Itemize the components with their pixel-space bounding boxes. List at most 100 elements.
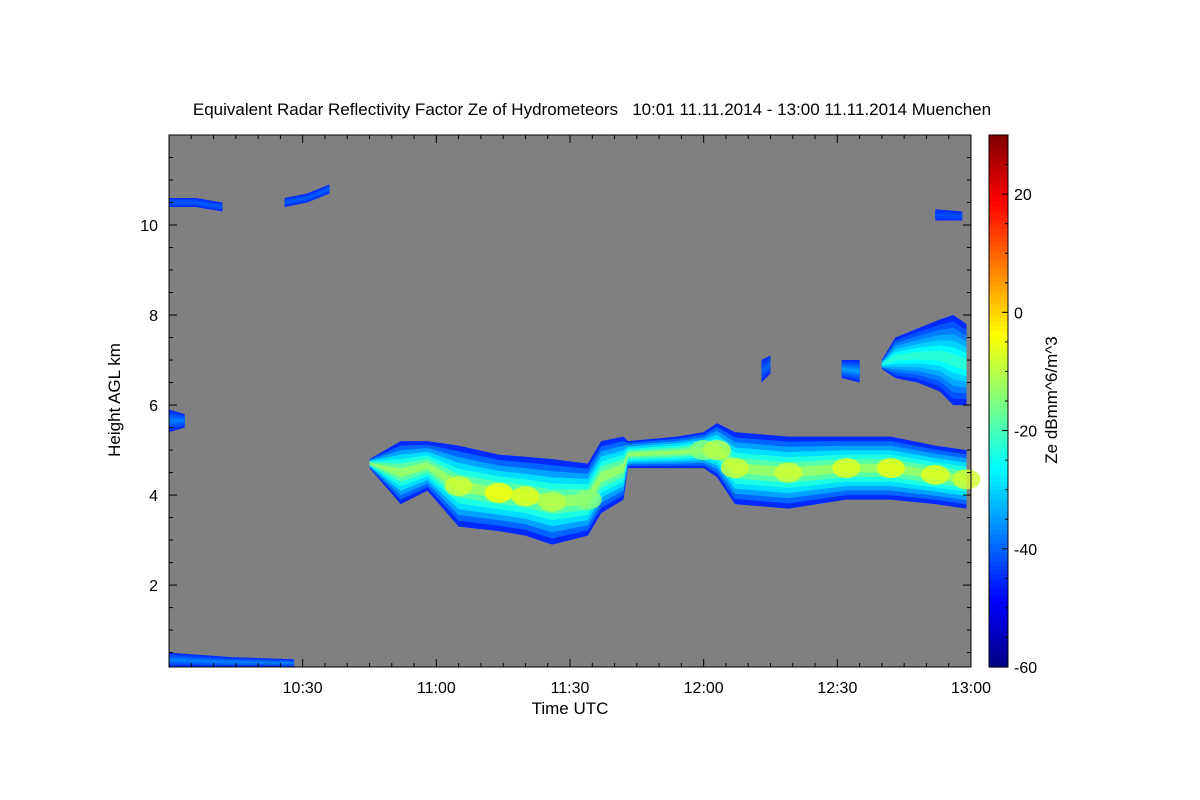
colorbar-tick-label: -20 <box>1014 424 1037 441</box>
reflectivity-band <box>881 350 967 371</box>
colorbar-segment <box>989 263 1008 269</box>
main-cloud-layer <box>369 423 981 545</box>
colorbar-segment <box>989 534 1008 540</box>
colorbar-segment <box>989 489 1008 495</box>
colorbar-segment <box>989 148 1008 154</box>
colorbar-segment <box>989 374 1008 380</box>
colorbar-segment <box>989 170 1008 176</box>
colorbar-segment <box>989 432 1008 438</box>
colorbar-segment <box>989 321 1008 327</box>
colorbar-tick-label: -60 <box>1014 660 1037 677</box>
colorbar-segment <box>989 520 1008 526</box>
reflectivity-core <box>444 476 473 497</box>
colorbar-segment <box>989 573 1008 579</box>
colorbar-segment <box>989 409 1008 415</box>
reflectivity-core <box>774 462 803 483</box>
colorbar-segment <box>989 188 1008 194</box>
reflectivity-band <box>169 658 294 664</box>
colorbar-segment <box>989 334 1008 340</box>
reflectivity-core <box>573 489 602 510</box>
colorbar-segment <box>989 299 1008 305</box>
plot-background <box>169 135 971 667</box>
colorbar-segment <box>989 166 1008 172</box>
colorbar-segment <box>989 401 1008 407</box>
x-tick-label: 13:00 <box>951 680 991 697</box>
colorbar-segment <box>989 542 1008 548</box>
colorbar-segment <box>989 205 1008 211</box>
colorbar-segment <box>989 529 1008 535</box>
x-tick-label: 12:30 <box>817 680 857 697</box>
colorbar-segment <box>989 640 1008 646</box>
colorbar-segment <box>989 582 1008 588</box>
colorbar-segment <box>989 449 1008 455</box>
colorbar-segment <box>989 396 1008 402</box>
y-tick-label: 10 <box>140 218 158 235</box>
colorbar-segment <box>989 352 1008 358</box>
y-axis-label: Height AGL km <box>105 343 124 457</box>
colorbar-segment <box>989 600 1008 606</box>
colorbar-segment <box>989 560 1008 566</box>
colorbar-segment <box>989 440 1008 446</box>
colorbar-segment <box>989 383 1008 389</box>
colorbar-segment <box>989 254 1008 260</box>
colorbar-segment <box>989 485 1008 491</box>
colorbar-segment <box>989 232 1008 238</box>
colorbar-segment <box>989 631 1008 637</box>
colorbar-segment <box>989 161 1008 167</box>
colorbar-tick-label: -40 <box>1014 542 1037 559</box>
colorbar-segment <box>989 525 1008 531</box>
x-tick-label: 10:30 <box>283 680 323 697</box>
colorbar-segment <box>989 259 1008 265</box>
colorbar-segment <box>989 369 1008 375</box>
colorbar-segment <box>989 644 1008 650</box>
colorbar-segment <box>989 427 1008 433</box>
colorbar-segment <box>989 343 1008 349</box>
colorbar-segment <box>989 613 1008 619</box>
reflectivity-core <box>538 491 567 512</box>
colorbar-segment <box>989 405 1008 411</box>
colorbar-segment <box>989 653 1008 659</box>
colorbar-segment <box>989 325 1008 331</box>
colorbar-segment <box>989 356 1008 362</box>
colorbar-segment <box>989 236 1008 242</box>
colorbar-segment <box>989 294 1008 300</box>
colorbar-segment <box>989 547 1008 553</box>
x-tick-label: 11:30 <box>551 680 590 697</box>
colorbar-segment <box>989 649 1008 655</box>
colorbar-segment <box>989 507 1008 513</box>
y-tick-label: 2 <box>149 578 158 595</box>
upper-cloud <box>881 315 967 406</box>
colorbar-segment <box>989 210 1008 216</box>
colorbar-segment <box>989 436 1008 442</box>
colorbar-segment <box>989 276 1008 282</box>
colorbar-segment <box>989 228 1008 234</box>
colorbar-segment <box>989 569 1008 575</box>
colorbar-segment <box>989 192 1008 198</box>
colorbar-segment <box>989 183 1008 189</box>
colorbar-segment <box>989 498 1008 504</box>
colorbar-segment <box>989 578 1008 584</box>
colorbar-segment <box>989 197 1008 203</box>
colorbar-segment <box>989 179 1008 185</box>
colorbar-segment <box>989 392 1008 398</box>
colorbar-segment <box>989 596 1008 602</box>
colorbar-segment <box>989 338 1008 344</box>
chart-title: Equivalent Radar Reflectivity Factor Ze … <box>193 100 991 119</box>
colorbar-segment <box>989 587 1008 593</box>
reflectivity-band <box>169 419 185 423</box>
colorbar-segment <box>989 365 1008 371</box>
colorbar-segment <box>989 516 1008 522</box>
reflectivity-core <box>921 464 950 485</box>
colorbar-label: Ze dBmm^6/m^3 <box>1042 336 1061 463</box>
colorbar-segment <box>989 635 1008 641</box>
x-axis-label: Time UTC <box>532 699 609 718</box>
colorbar-segment <box>989 135 1008 141</box>
colorbar-segment <box>989 458 1008 464</box>
colorbar-segment <box>989 387 1008 393</box>
colorbar-segment <box>989 604 1008 610</box>
colorbar-segment <box>989 418 1008 424</box>
y-tick-label: 4 <box>149 488 158 505</box>
colorbar-segment <box>989 219 1008 225</box>
x-tick-label: 11:00 <box>417 680 456 697</box>
